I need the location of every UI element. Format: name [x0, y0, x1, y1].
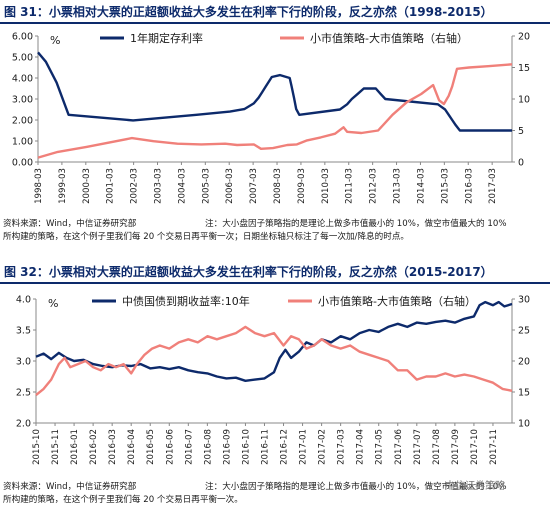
left-unit-label: %: [50, 34, 60, 47]
x-tick-label: 2017-08: [432, 429, 442, 465]
x-tick-label: 2017-09: [451, 429, 461, 465]
figure-31-title-rule: [0, 22, 550, 24]
x-tick-label: 2017-06: [394, 429, 404, 465]
figure-32-title-rule: [0, 282, 550, 284]
right-tick-label: 10: [518, 95, 530, 106]
left-tick-label: 5.00: [12, 53, 33, 64]
x-tick-label: 2016-05: [146, 429, 156, 465]
x-tick-label: 2002-03: [130, 168, 140, 204]
x-tick-label: 2016-08: [203, 429, 213, 465]
figure-32-title: 图 32：小票相对大票的正超额收益大多发生在利率下行的阶段，反之亦然（2015-…: [0, 262, 550, 282]
x-tick-label: 2012-03: [369, 168, 379, 204]
x-tick-label: 2016-04: [127, 429, 137, 465]
right-tick-label: 25: [518, 326, 530, 337]
x-tick-label: 1998-03: [34, 168, 44, 204]
x-tick-label: 2016-11: [260, 429, 270, 465]
figure-31-title-text: 小票相对大票的正超额收益大多发生在利率下行的阶段，反之亦然（1998-2015）: [48, 5, 493, 19]
x-tick-label: 2008-03: [273, 168, 283, 204]
series-line-rate: [37, 51, 512, 132]
figure-32-label: 图 32：: [4, 265, 49, 279]
x-tick-label: 2009-03: [297, 168, 307, 204]
left-tick-label: 3.00: [12, 95, 33, 106]
x-tick-label: 1999-03: [58, 168, 68, 204]
x-tick-label: 2010-03: [321, 168, 331, 204]
right-tick-label: 10: [518, 419, 530, 430]
x-tick-label: 2016-01: [70, 429, 80, 465]
series-line-small-minus-large: [35, 325, 513, 397]
left-tick-label: 2.0: [16, 419, 31, 430]
x-tick-label: 2016-02: [89, 429, 99, 465]
x-tick-label: 2014-03: [416, 168, 426, 204]
figure-31-label: 图 31：: [4, 5, 49, 19]
right-tick-label: 15: [518, 388, 530, 399]
x-tick-label: 2016-06: [165, 429, 175, 465]
x-tick-label: 2016-09: [222, 429, 232, 465]
figure-31-title: 图 31：小票相对大票的正超额收益大多发生在利率下行的阶段，反之亦然（1998-…: [0, 2, 550, 22]
series-line-rate: [35, 300, 513, 382]
right-tick-label: 20: [518, 32, 530, 43]
x-tick-label: 2015-03: [440, 168, 450, 204]
x-tick-label: 2004-03: [177, 168, 187, 204]
chart-32: % 2.0 2.5 3.0 3.5 4.0 10 15 20 25 30 2015-10 2015-11…: [16, 294, 530, 465]
left-tick-label: 1.00: [12, 137, 33, 148]
x-tick-label: 2017-11: [489, 429, 499, 465]
x-tick-label: 2013-03: [393, 168, 403, 204]
left-tick-label: 3.5: [16, 326, 31, 337]
left-tick-label: 2.00: [12, 116, 33, 127]
legend-label: 中债国债到期收益率:10年: [122, 294, 250, 308]
left-tick-label: 0.00: [12, 158, 33, 169]
x-tick-label: 2017-03: [337, 429, 347, 465]
x-tick-label: 2006-03: [225, 168, 235, 204]
x-tick-label: 2015-11: [51, 429, 61, 465]
x-tick-label: 2017-01: [299, 429, 309, 465]
right-tick-label: 0: [518, 158, 524, 169]
left-tick-label: 4.00: [12, 74, 33, 85]
right-tick-label: 30: [518, 295, 530, 306]
x-tick-label: 2016-03: [108, 429, 118, 465]
figure-31-note: 资料来源：Wind，中信证券研究部 注：大小盘因子策略指的是理论上做多市值最小的…: [3, 218, 548, 231]
left-unit-label: %: [48, 297, 58, 310]
figure-32-source: 资料来源：Wind，中信证券研究部: [3, 482, 137, 492]
x-tick-label: 2011-03: [345, 168, 355, 204]
x-tick-label: 2016-10: [241, 429, 251, 465]
figure-32-note: 资料来源：Wind，中信证券研究部 注：大小盘因子策略指的是理论上做多市值最小的…: [3, 481, 548, 494]
x-tick-label: 2017-02: [318, 429, 328, 465]
right-tick-label: 5: [518, 126, 524, 137]
right-tick-label: 15: [518, 63, 530, 74]
series-line-small-minus-large: [37, 63, 513, 159]
x-tick-label: 2016-12: [280, 429, 290, 465]
figure-31-note-line2: 所构建的策略，在这个例子里我们每 20 个交易日再平衡一次；日期坐标轴只标注了每…: [3, 232, 410, 242]
left-tick-label: 3.0: [16, 357, 31, 368]
figure-32-desc: 注：大小盘因子策略指的是理论上做多市值最小的 10%，做空市值最大的 10%: [205, 482, 507, 492]
x-tick-label: 2016-03: [464, 168, 474, 204]
x-tick-label: 2001-03: [106, 168, 116, 204]
x-tick-label: 2015-10: [32, 429, 42, 465]
chart-31: % 0.00 1.00 2.00 3.00 4.00 5.00 6.00 0 5 10 15 20 199…: [12, 31, 530, 204]
figure-31-source: 资料来源：Wind，中信证券研究部: [3, 219, 137, 229]
x-tick-label: 2017-10: [470, 429, 480, 465]
left-tick-label: 2.5: [16, 388, 31, 399]
x-tick-label: 2017-05: [375, 429, 385, 465]
figure-32-note-line2: 所构建的策略，在这个例子里我们每 20 个交易日再平衡一次。: [3, 495, 243, 505]
x-tick-label: 2016-07: [184, 429, 194, 465]
legend-label: 小市值策略-大市值策略（右轴）: [310, 31, 468, 45]
figure-32-title-text: 小票相对大票的正超额收益大多发生在利率下行的阶段，反之亦然（2015-2017）: [48, 265, 493, 279]
watermark: 中信证券策略: [445, 481, 505, 492]
x-tick-label: 2005-03: [201, 168, 211, 204]
x-tick-label: 2003-03: [154, 168, 164, 204]
x-tick-label: 2007-03: [249, 168, 259, 204]
x-tick-label: 2017-07: [413, 429, 423, 465]
left-tick-label: 4.0: [16, 295, 31, 306]
x-tick-label: 2017-03: [488, 168, 498, 204]
right-tick-label: 20: [518, 357, 530, 368]
left-tick-label: 6.00: [12, 32, 33, 43]
legend-label: 小市值策略-大市值策略（右轴）: [318, 294, 476, 308]
figure-31-desc: 注：大小盘因子策略指的是理论上做多市值最小的 10%，做空市值最大的 10%: [205, 219, 507, 229]
legend-label: 1年期定存利率: [130, 31, 203, 45]
x-tick-label: 2017-04: [356, 429, 366, 465]
x-tick-label: 2000-03: [82, 168, 92, 204]
